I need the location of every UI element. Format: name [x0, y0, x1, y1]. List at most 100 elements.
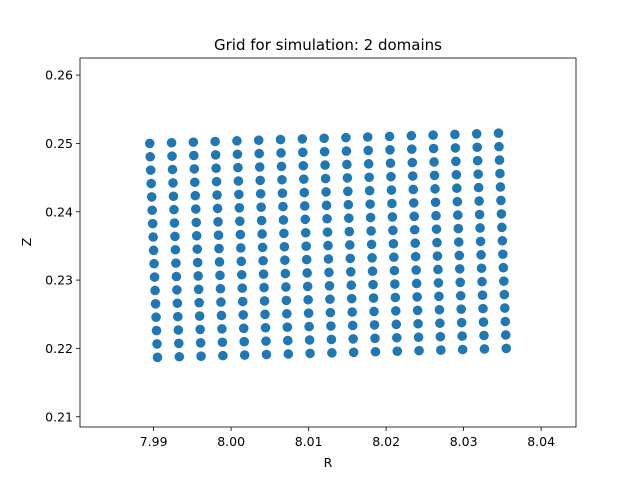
data-point — [210, 136, 220, 147]
data-point — [254, 148, 265, 159]
data-point — [414, 345, 424, 356]
data-point — [298, 147, 308, 158]
data-point — [166, 137, 177, 148]
data-point — [323, 254, 334, 264]
data-point — [501, 343, 512, 354]
data-point — [456, 317, 467, 328]
data-point — [386, 171, 396, 182]
data-point — [499, 289, 510, 300]
data-point — [390, 292, 401, 303]
data-point — [453, 210, 463, 220]
data-point — [428, 130, 438, 140]
data-point — [477, 290, 488, 300]
data-point — [493, 128, 504, 138]
data-point — [324, 281, 335, 291]
data-point — [217, 337, 228, 348]
data-point — [192, 244, 203, 254]
data-point — [494, 155, 505, 165]
data-point — [496, 209, 507, 219]
data-point — [192, 257, 203, 268]
y-axis-ticks: 0.21 0.22 0.23 0.24 0.25 0.26 — [45, 68, 80, 424]
data-point — [362, 132, 373, 142]
data-point — [344, 226, 355, 237]
data-point — [343, 199, 354, 210]
data-point — [451, 169, 462, 180]
data-point — [190, 190, 201, 201]
data-point — [236, 269, 247, 280]
data-point — [172, 298, 183, 309]
data-point — [215, 283, 226, 294]
data-point — [253, 135, 264, 146]
data-point — [168, 191, 179, 202]
data-point — [474, 196, 484, 206]
data-point — [174, 351, 185, 362]
data-point — [148, 232, 158, 242]
data-point — [236, 256, 247, 267]
data-point — [193, 271, 203, 281]
data-point — [275, 134, 286, 145]
data-point — [233, 162, 243, 173]
data-point — [411, 278, 422, 289]
data-point — [280, 268, 291, 279]
data-point — [431, 210, 441, 221]
data-point — [476, 263, 487, 274]
plot-frame — [79, 57, 577, 428]
data-point — [172, 285, 182, 295]
data-point — [194, 297, 204, 308]
data-point — [170, 244, 181, 255]
data-point — [150, 285, 160, 296]
data-point — [473, 182, 484, 193]
data-point — [304, 321, 314, 332]
data-point — [301, 241, 312, 251]
data-point — [276, 161, 287, 172]
data-point — [430, 197, 441, 208]
data-point — [365, 212, 376, 223]
data-point — [430, 184, 440, 194]
x-tick-label: 8.01 — [295, 434, 323, 449]
data-point — [283, 349, 294, 359]
data-point — [455, 277, 466, 288]
data-point — [214, 243, 224, 254]
data-point — [452, 183, 462, 194]
data-point — [408, 184, 419, 195]
data-point — [389, 252, 399, 263]
data-point — [191, 230, 202, 241]
data-point — [213, 217, 223, 227]
data-point — [279, 228, 289, 239]
data-point — [476, 250, 486, 260]
data-point — [216, 297, 226, 307]
data-point — [435, 331, 446, 342]
data-point — [234, 189, 244, 200]
data-point — [325, 307, 336, 318]
data-point — [327, 348, 337, 358]
data-point — [478, 303, 488, 314]
data-point — [238, 310, 249, 320]
y-tick-label: 0.21 — [45, 409, 73, 424]
data-point — [428, 143, 439, 154]
data-point — [278, 201, 288, 212]
data-point — [211, 176, 222, 187]
data-point — [257, 242, 268, 253]
data-point — [299, 201, 310, 211]
data-point — [211, 163, 221, 174]
data-point — [434, 291, 444, 302]
data-point — [409, 224, 420, 235]
data-point — [325, 294, 335, 305]
data-point — [326, 334, 337, 345]
data-point — [429, 157, 439, 167]
data-point — [259, 296, 270, 306]
data-point — [453, 223, 464, 234]
data-point — [300, 214, 311, 225]
data-point — [497, 222, 507, 233]
data-point — [346, 293, 357, 304]
data-point — [238, 323, 249, 334]
data-point — [475, 236, 486, 247]
data-point — [190, 177, 200, 188]
data-point — [364, 185, 375, 196]
data-point — [281, 282, 291, 292]
data-point — [408, 198, 419, 208]
data-point — [498, 249, 508, 260]
chart-title: Grid for simulation: 2 domains — [214, 36, 442, 54]
data-point — [473, 169, 483, 179]
data-point — [255, 175, 265, 186]
